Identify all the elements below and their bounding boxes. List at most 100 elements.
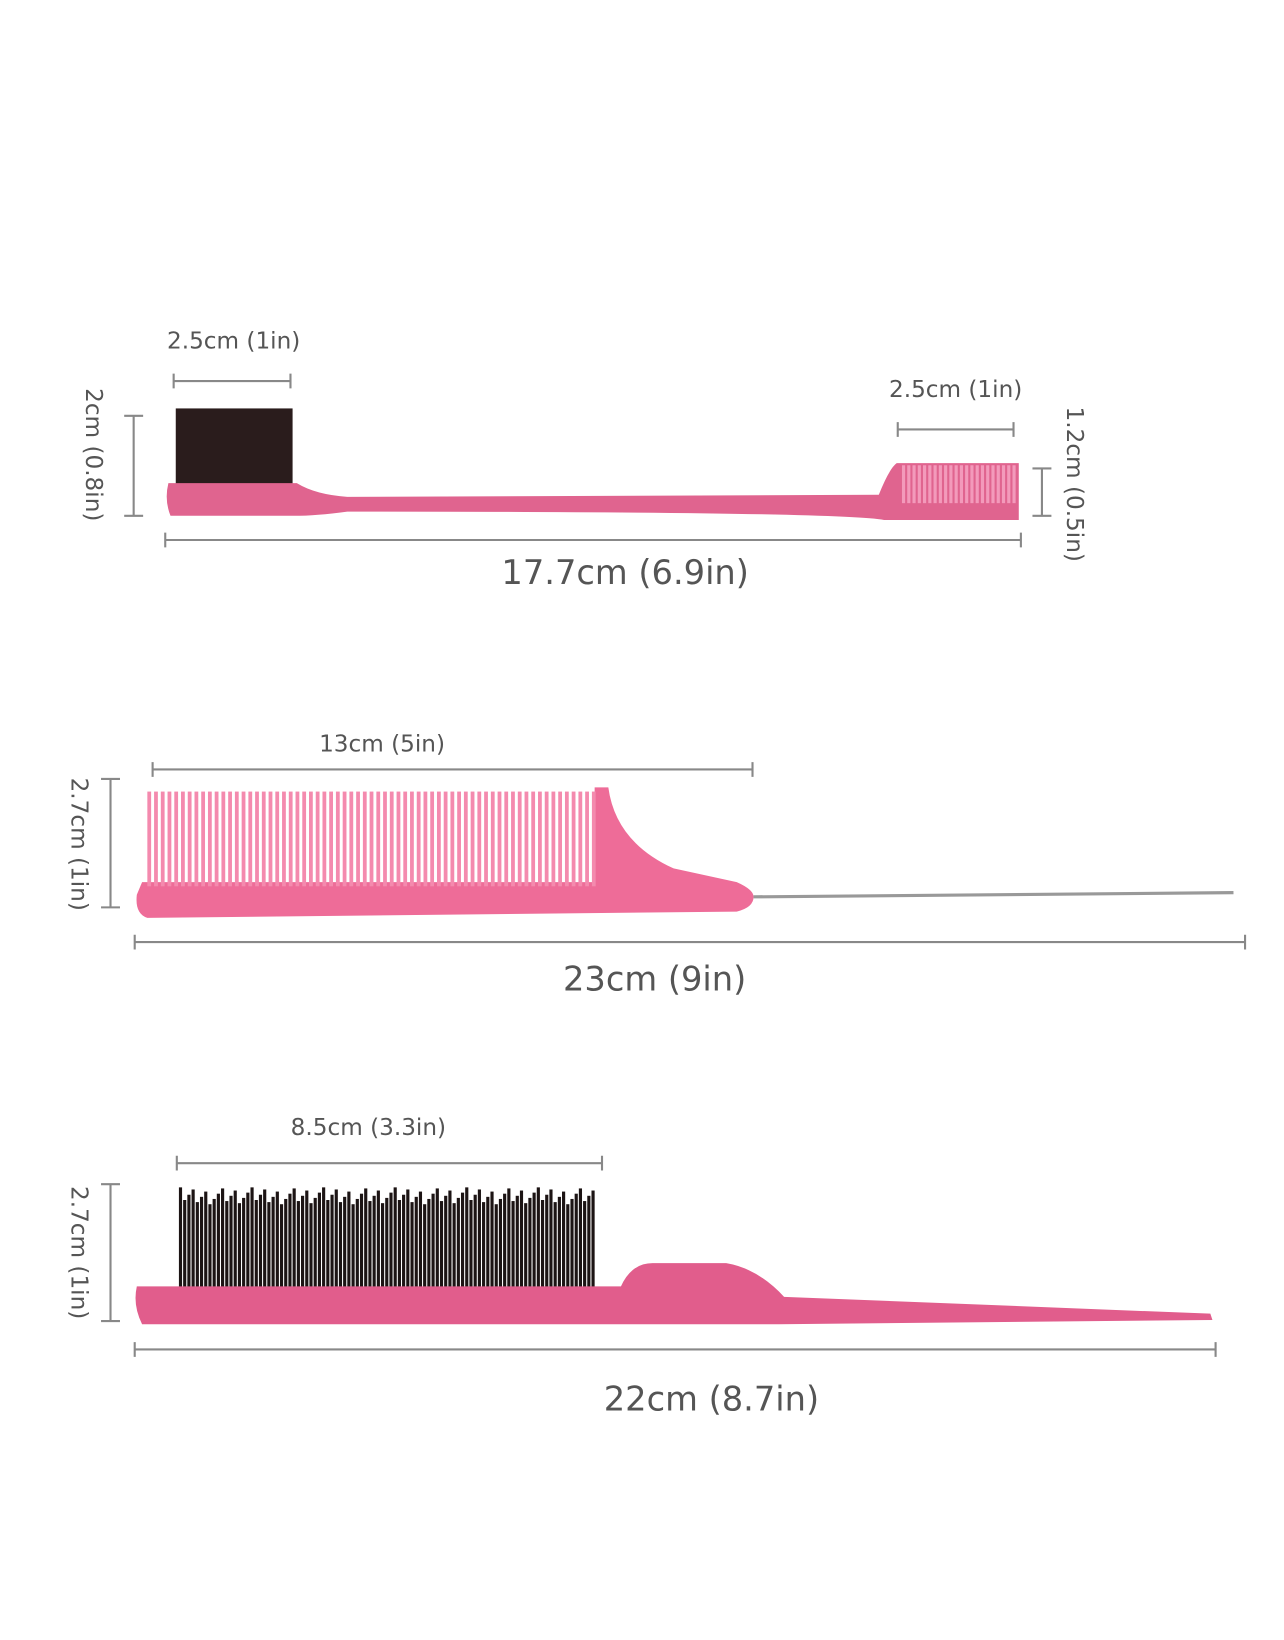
tooth bbox=[181, 791, 185, 887]
dimension-line bbox=[175, 1155, 604, 1171]
dimension-line bbox=[101, 1183, 120, 1323]
bristle bbox=[305, 1190, 309, 1289]
bristle bbox=[288, 1193, 292, 1289]
bristle bbox=[490, 1191, 494, 1289]
tooth bbox=[268, 791, 273, 887]
bristle bbox=[347, 1191, 351, 1289]
tooth bbox=[261, 791, 266, 887]
tooth bbox=[167, 791, 172, 887]
tooth bbox=[403, 791, 408, 887]
tooth bbox=[214, 791, 219, 887]
tooth bbox=[907, 465, 911, 504]
tooth bbox=[241, 791, 246, 887]
dimension-line bbox=[101, 777, 120, 909]
tooth bbox=[423, 791, 428, 887]
tail-comb bbox=[136, 787, 1234, 918]
tooth bbox=[578, 791, 583, 887]
bristle bbox=[393, 1187, 397, 1289]
tooth bbox=[954, 465, 958, 504]
tooth bbox=[996, 465, 1000, 504]
tooth bbox=[228, 791, 232, 887]
bristle bbox=[275, 1191, 279, 1289]
bristle bbox=[423, 1204, 427, 1289]
tooth bbox=[912, 465, 916, 504]
bristle bbox=[465, 1187, 469, 1289]
tooth bbox=[221, 791, 226, 887]
tooth bbox=[544, 791, 549, 887]
dimension-line bbox=[133, 1342, 1217, 1357]
bristle bbox=[216, 1193, 220, 1289]
bristle bbox=[296, 1201, 300, 1289]
bristle bbox=[355, 1198, 359, 1289]
bristle bbox=[229, 1195, 233, 1289]
dimension-line bbox=[172, 373, 292, 389]
dimension-label: 17.7cm (6.9in) bbox=[501, 553, 748, 592]
tooth bbox=[517, 791, 522, 887]
bristle bbox=[376, 1190, 380, 1289]
tooth bbox=[1007, 465, 1011, 504]
tooth bbox=[944, 465, 948, 504]
bristle bbox=[195, 1202, 199, 1289]
tooth bbox=[234, 791, 239, 887]
bristle bbox=[284, 1198, 288, 1289]
tooth bbox=[980, 465, 985, 504]
tooth bbox=[986, 465, 990, 504]
bristle bbox=[557, 1196, 561, 1289]
tooth bbox=[154, 791, 158, 887]
tooth bbox=[322, 791, 327, 887]
bristle bbox=[578, 1188, 583, 1289]
bristle bbox=[460, 1192, 465, 1289]
bristle bbox=[317, 1192, 321, 1289]
bristle bbox=[414, 1196, 418, 1289]
dimension-label: 22cm (8.7in) bbox=[604, 1380, 819, 1419]
handle bbox=[166, 463, 1019, 520]
tooth bbox=[383, 791, 387, 887]
bristle bbox=[191, 1189, 195, 1289]
bristle bbox=[515, 1195, 519, 1289]
bristle bbox=[263, 1189, 267, 1289]
bristle bbox=[469, 1200, 473, 1289]
bristles bbox=[178, 1187, 595, 1289]
bristle bbox=[473, 1194, 477, 1289]
dimension-line bbox=[164, 532, 1022, 548]
dimension-label: 2.5cm (1in) bbox=[167, 329, 300, 355]
tooth bbox=[194, 791, 199, 887]
bristle bbox=[519, 1190, 524, 1289]
bristle bbox=[583, 1201, 587, 1289]
tooth bbox=[356, 791, 360, 887]
tooth bbox=[275, 791, 280, 887]
tooth bbox=[917, 465, 921, 504]
bristle bbox=[221, 1188, 225, 1289]
bristle bbox=[477, 1189, 481, 1289]
bristle bbox=[524, 1203, 528, 1289]
bristle bbox=[431, 1193, 435, 1289]
bristle bbox=[267, 1202, 271, 1289]
tooth bbox=[564, 791, 569, 887]
tooth bbox=[362, 791, 367, 887]
bristle bbox=[528, 1197, 532, 1289]
tooth bbox=[571, 791, 576, 887]
bristle bbox=[591, 1190, 595, 1289]
tooth bbox=[349, 791, 354, 887]
tooth bbox=[490, 791, 495, 887]
bristle bbox=[334, 1189, 338, 1289]
tooth bbox=[504, 791, 509, 887]
dimension-line bbox=[896, 422, 1015, 437]
tooth bbox=[255, 791, 259, 887]
bristle bbox=[549, 1189, 553, 1289]
tooth bbox=[959, 465, 963, 504]
bristle bbox=[242, 1197, 246, 1289]
bristle bbox=[250, 1187, 254, 1289]
tooth bbox=[369, 791, 374, 887]
metal-pin bbox=[753, 891, 1234, 899]
dimension-line bbox=[124, 414, 144, 517]
tooth bbox=[309, 791, 313, 887]
bristle bbox=[225, 1201, 229, 1289]
dimension-label: 2.7cm (1in) bbox=[65, 1186, 91, 1319]
tooth bbox=[389, 791, 394, 887]
bristle bbox=[212, 1198, 216, 1289]
tooth bbox=[1001, 465, 1006, 504]
